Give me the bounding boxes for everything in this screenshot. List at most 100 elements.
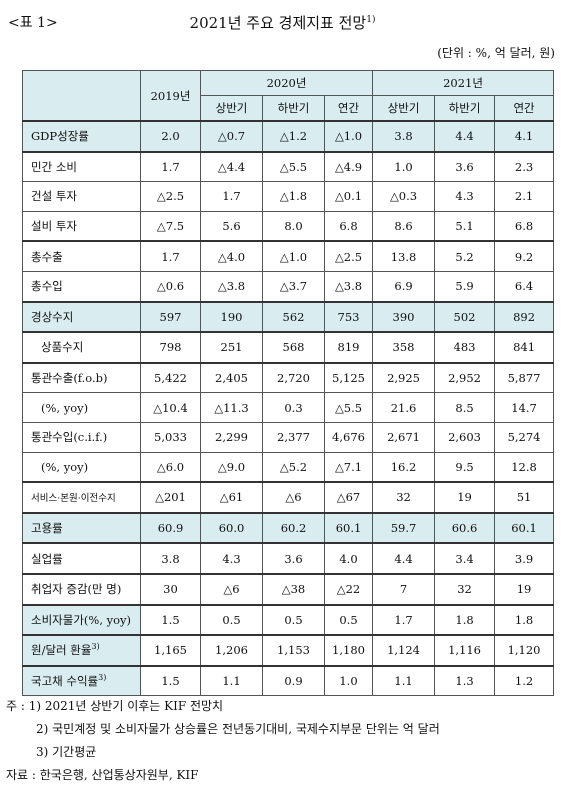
row-label: GDP성장률 bbox=[22, 120, 141, 153]
cell: 30 bbox=[140, 572, 201, 605]
row-label: 취업자 증감(만 명) bbox=[22, 572, 141, 605]
cell: △0.1 bbox=[323, 181, 374, 212]
cell: 9.5 bbox=[434, 451, 496, 483]
row-label: 국고채 수익률3) bbox=[22, 664, 141, 697]
subcolumn-header: 하반기 bbox=[262, 95, 325, 122]
cell: 4.4 bbox=[434, 120, 496, 153]
cell: 1.1 bbox=[372, 664, 436, 697]
cell: △4.0 bbox=[200, 240, 263, 272]
cell: △4.4 bbox=[200, 150, 263, 183]
cell: 597 bbox=[140, 300, 201, 333]
row-label-text: 원/달러 환율 bbox=[31, 643, 92, 658]
cell: 1,180 bbox=[323, 634, 374, 667]
cell: 1,124 bbox=[372, 634, 436, 667]
cell: 2,952 bbox=[434, 361, 496, 394]
cell: 60.2 bbox=[262, 511, 325, 544]
row-label: 실업률 bbox=[22, 542, 141, 575]
cell: 753 bbox=[323, 300, 374, 333]
cell: 1.8 bbox=[434, 603, 496, 636]
cell: 8.0 bbox=[262, 210, 325, 242]
cell: 3.8 bbox=[372, 120, 436, 153]
cell: 7 bbox=[372, 572, 436, 605]
cell: 568 bbox=[262, 331, 325, 364]
cell: 4.3 bbox=[200, 542, 263, 575]
note: 2) 국민계정 및 소비자물가 상승률은 전년동기대비, 국제수지부문 단위는 … bbox=[6, 718, 440, 741]
row-label: 통관수출(f.o.b) bbox=[22, 361, 141, 394]
table-row: 통관수입(c.i.f.) 5,033 2,299 2,377 4,676 2,671 2,6… bbox=[22, 421, 555, 453]
cell: 2,377 bbox=[262, 421, 325, 453]
cell: 6.9 bbox=[372, 270, 436, 303]
row-label-text: 취업자 증감(만 명) bbox=[31, 582, 122, 597]
row-label-text: 건설 투자 bbox=[31, 189, 77, 204]
title: 2021년 주요 경제지표 전망1) bbox=[0, 12, 565, 33]
cell: 1.7 bbox=[140, 240, 201, 272]
cell: △1.0 bbox=[323, 120, 374, 153]
cell: 358 bbox=[372, 331, 436, 364]
cell: 1,153 bbox=[262, 634, 325, 667]
cell: 5,877 bbox=[494, 361, 555, 394]
row-label-text: 서비스·본원·이전수지 bbox=[31, 493, 116, 505]
table-row: 소비자물가(%, yoy) 1.5 0.5 0.5 0.5 1.7 1.8 1.8 bbox=[22, 603, 555, 636]
cell: 16.2 bbox=[372, 451, 436, 483]
subcolumn-header: 상반기 bbox=[372, 95, 436, 122]
cell: △3.7 bbox=[262, 270, 325, 303]
cell: 1.5 bbox=[140, 603, 201, 636]
row-label: 원/달러 환율3) bbox=[22, 634, 141, 667]
row-label: 통관수입(c.i.f.) bbox=[22, 421, 141, 453]
row-label-text: 통관수출(f.o.b) bbox=[31, 371, 108, 386]
row-label-text: 소비자물가(%, yoy) bbox=[31, 612, 132, 627]
cell: 798 bbox=[140, 331, 201, 364]
cell: 0.5 bbox=[200, 603, 263, 636]
cell: 1.7 bbox=[372, 603, 436, 636]
note-text: 3) 기간평균 bbox=[36, 745, 97, 759]
cell: △6 bbox=[200, 572, 263, 605]
cell: △1.8 bbox=[262, 181, 325, 212]
cell: 19 bbox=[494, 572, 555, 605]
row-label: 소비자물가(%, yoy) bbox=[22, 603, 141, 636]
cell: 5.1 bbox=[434, 210, 496, 242]
cell: 14.7 bbox=[494, 392, 555, 423]
cell: 483 bbox=[434, 331, 496, 364]
cell: 2,720 bbox=[262, 361, 325, 394]
cell: 21.6 bbox=[372, 392, 436, 423]
cell: △9.0 bbox=[200, 451, 263, 483]
table-row: 총수출 1.7 △4.0 △1.0 △2.5 13.8 5.2 9.2 bbox=[22, 240, 555, 272]
cell: 390 bbox=[372, 300, 436, 333]
cell: 4,676 bbox=[323, 421, 374, 453]
cell: 1.7 bbox=[200, 181, 263, 212]
cell: △5.5 bbox=[262, 150, 325, 183]
cell: 0.3 bbox=[262, 392, 325, 423]
table-head: 2019년 2020년 2021년 상반기 하반기 연간 상반기 하반기 연간 bbox=[22, 70, 555, 122]
table-row: (%, yoy) △6.0 △9.0 △5.2 △7.1 16.2 9.5 12.8 bbox=[22, 451, 555, 483]
row-label-text: 총수입 bbox=[31, 279, 63, 294]
cell: 6.4 bbox=[494, 270, 555, 303]
cell: 5.6 bbox=[200, 210, 263, 242]
row-label: 고용률 bbox=[22, 511, 141, 544]
table-label: <표 1> bbox=[8, 15, 58, 31]
row-label: 총수입 bbox=[22, 270, 141, 303]
row-label: (%, yoy) bbox=[22, 392, 141, 423]
cell: △38 bbox=[262, 572, 325, 605]
cell: △6 bbox=[262, 481, 325, 514]
cell: 0.5 bbox=[323, 603, 374, 636]
cell: △1.0 bbox=[262, 240, 325, 272]
cell: △2.5 bbox=[140, 181, 201, 212]
cell: 1,165 bbox=[140, 634, 201, 667]
cell: 841 bbox=[494, 331, 555, 364]
table-row: 민간 소비 1.7 △4.4 △5.5 △4.9 1.0 3.6 2.3 bbox=[22, 150, 555, 183]
cell: 3.4 bbox=[434, 542, 496, 575]
cell: 3.6 bbox=[262, 542, 325, 575]
note: 주 : 1) 2021년 상반기 이후는 KIF 전망치 bbox=[6, 695, 440, 718]
year-header: 2020년 bbox=[199, 70, 374, 96]
table-row: 상품수지 798 251 568 819 358 483 841 bbox=[22, 331, 555, 364]
cell: 4.1 bbox=[494, 120, 555, 153]
row-label-text: 민간 소비 bbox=[31, 159, 77, 174]
table-row: 취업자 증감(만 명) 30 △6 △38 △22 7 32 19 bbox=[22, 572, 555, 605]
row-label-text: 설비 투자 bbox=[31, 219, 77, 234]
cell: 60.9 bbox=[140, 511, 201, 544]
cell: △3.8 bbox=[323, 270, 374, 303]
unit: (단위 : %, 억 달러, 원) bbox=[437, 46, 555, 60]
row-label-text: GDP성장률 bbox=[31, 129, 89, 144]
year-header: 2019년 bbox=[140, 70, 201, 122]
